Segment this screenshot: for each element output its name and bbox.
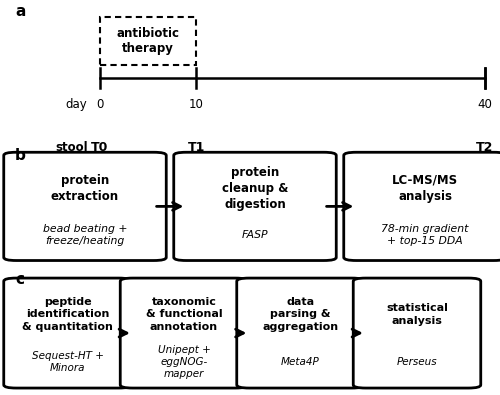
Text: c: c <box>15 273 24 288</box>
Text: taxonomic
& functional
annotation: taxonomic & functional annotation <box>146 297 222 332</box>
Bar <box>100 17 196 65</box>
Text: protein
cleanup &
digestion: protein cleanup & digestion <box>222 166 288 211</box>
Text: antibiotic
therapy: antibiotic therapy <box>116 27 180 55</box>
FancyBboxPatch shape <box>353 278 480 388</box>
Text: T2: T2 <box>476 141 494 154</box>
Text: FASP: FASP <box>242 230 268 240</box>
Text: 78-min gradient
+ top-15 DDA: 78-min gradient + top-15 DDA <box>382 224 468 246</box>
Text: T1: T1 <box>188 141 205 154</box>
Text: a: a <box>15 4 26 19</box>
Text: Unipept +
eggNOG-
mapper: Unipept + eggNOG- mapper <box>158 345 210 379</box>
Text: stool
sampling: stool sampling <box>28 141 88 169</box>
FancyBboxPatch shape <box>4 278 131 388</box>
Text: peptide
identification
& quantitation: peptide identification & quantitation <box>22 297 113 332</box>
FancyBboxPatch shape <box>174 152 336 261</box>
Text: b: b <box>15 148 26 163</box>
Text: day: day <box>66 98 88 111</box>
Text: 10: 10 <box>189 98 204 111</box>
FancyBboxPatch shape <box>120 278 248 388</box>
FancyBboxPatch shape <box>4 152 166 261</box>
Text: 40: 40 <box>478 98 492 111</box>
Text: Sequest-HT +
Minora: Sequest-HT + Minora <box>32 351 104 373</box>
Text: Perseus: Perseus <box>396 357 438 367</box>
Text: 0: 0 <box>96 98 103 111</box>
Text: protein
extraction: protein extraction <box>51 173 119 203</box>
Text: T0: T0 <box>92 141 108 154</box>
Text: LC-MS/MS
analysis: LC-MS/MS analysis <box>392 173 458 203</box>
Text: data
parsing &
aggregation: data parsing & aggregation <box>262 297 338 332</box>
FancyBboxPatch shape <box>344 152 500 261</box>
FancyBboxPatch shape <box>237 278 364 388</box>
Text: bead beating +
freeze/heating: bead beating + freeze/heating <box>43 224 127 246</box>
Text: Meta4P: Meta4P <box>281 357 320 367</box>
Text: statistical
analysis: statistical analysis <box>386 303 448 325</box>
